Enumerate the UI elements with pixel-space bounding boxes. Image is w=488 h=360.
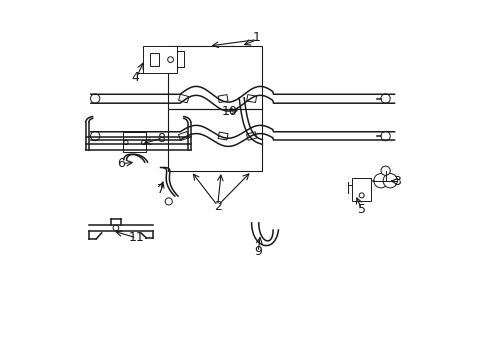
Polygon shape <box>246 95 256 103</box>
Polygon shape <box>218 132 227 140</box>
Bar <box>142 46 176 73</box>
Circle shape <box>142 140 145 145</box>
Text: 3: 3 <box>393 175 401 188</box>
Text: 10: 10 <box>221 105 237 118</box>
Circle shape <box>358 193 364 198</box>
Circle shape <box>380 94 389 103</box>
Bar <box>167 109 262 171</box>
Circle shape <box>113 225 119 231</box>
Text: 6: 6 <box>117 157 125 170</box>
Text: 11: 11 <box>128 231 144 244</box>
Text: 9: 9 <box>254 245 262 258</box>
Circle shape <box>165 198 172 205</box>
Text: 2: 2 <box>213 200 221 213</box>
Bar <box>167 46 262 109</box>
Text: 4: 4 <box>131 71 139 84</box>
Text: 5: 5 <box>357 203 365 216</box>
Circle shape <box>380 131 389 141</box>
Text: 1: 1 <box>253 31 261 44</box>
Circle shape <box>90 94 100 103</box>
Bar <box>123 132 146 153</box>
Bar <box>176 51 183 67</box>
Polygon shape <box>178 94 188 103</box>
Bar <box>351 178 370 202</box>
Circle shape <box>90 131 100 141</box>
Circle shape <box>373 174 387 188</box>
Polygon shape <box>246 132 256 140</box>
Bar <box>149 53 159 66</box>
Text: 7: 7 <box>156 183 164 196</box>
Polygon shape <box>218 95 227 103</box>
Circle shape <box>123 140 128 145</box>
Circle shape <box>167 57 173 63</box>
Polygon shape <box>178 131 189 141</box>
Text: 8: 8 <box>157 132 165 145</box>
Circle shape <box>380 166 389 175</box>
Circle shape <box>382 174 397 188</box>
